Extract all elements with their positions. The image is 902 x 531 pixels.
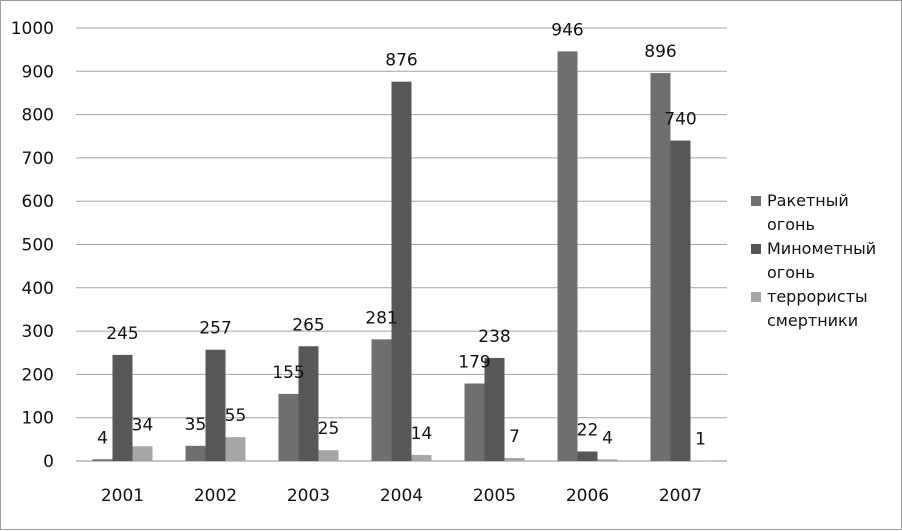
y-tick-label: 200 [22,365,54,385]
x-tick-label: 2001 [101,486,144,506]
y-tick-label: 0 [43,452,54,472]
bar [465,383,485,461]
data-label: 238 [478,327,510,347]
data-label: 7 [509,427,520,447]
x-tick-label: 2006 [566,486,609,506]
data-label: 25 [318,419,340,439]
data-label: 1 [695,430,706,450]
y-tick-label: 100 [22,409,54,429]
legend-label: огонь [767,215,815,234]
bar [558,51,578,461]
legend-swatch [751,196,761,206]
legend-label: Минометный [767,239,876,258]
bar [319,450,339,461]
bar [113,355,133,461]
bars [93,51,711,461]
data-label: 155 [272,363,304,383]
data-label: 257 [199,319,231,339]
bar [279,394,299,461]
legend-label: Ракетный [767,191,849,210]
data-label: 245 [106,324,138,344]
bar [485,358,505,461]
bar [93,459,113,461]
data-label: 946 [551,20,583,40]
y-tick-label: 600 [22,192,54,212]
data-label: 55 [225,406,247,426]
x-tick-label: 2004 [380,486,423,506]
y-tick-label: 300 [22,322,54,342]
bar [133,446,153,461]
data-label: 281 [365,308,397,328]
data-label: 265 [292,315,324,335]
x-tick-label: 2002 [194,486,237,506]
bar [372,339,392,461]
bar [671,141,691,461]
data-label: 179 [458,352,490,372]
legend-label: смертники [767,311,858,330]
y-tick-label: 800 [22,106,54,126]
data-label: 876 [385,51,417,71]
y-tick-label: 1000 [11,19,54,39]
data-label: 35 [185,415,207,435]
legend-label: огонь [767,263,815,282]
y-tick-label: 400 [22,279,54,299]
legend-swatch [751,244,761,254]
data-label: 740 [664,110,696,130]
y-tick-label: 900 [22,62,54,82]
x-axis-ticks: 2001 2002 2003 2004 2005 2006 2007 [101,486,702,506]
legend: Ракетный огонь Минометный огонь террористы см… [751,191,876,330]
y-tick-label: 500 [22,236,54,256]
x-tick-label: 2007 [659,486,702,506]
data-label: 4 [602,428,613,448]
bar [578,451,598,461]
bar [206,350,226,461]
bar [412,455,432,461]
bar [392,82,412,461]
bar [598,459,618,461]
data-label: 14 [411,424,433,444]
data-label: 896 [644,42,676,62]
x-tick-label: 2005 [473,486,516,506]
data-label: 22 [577,420,599,440]
legend-label: террористы [767,287,868,306]
y-tick-label: 700 [22,149,54,169]
data-label: 4 [97,428,108,448]
legend-swatch [751,292,761,302]
y-axis-ticks: 0 100 200 300 400 500 600 700 800 900 1000 [11,19,54,472]
bar [226,437,246,461]
bar [651,73,671,461]
data-label: 34 [132,415,154,435]
bar [186,446,206,461]
x-tick-label: 2003 [287,486,330,506]
bar [505,458,525,461]
